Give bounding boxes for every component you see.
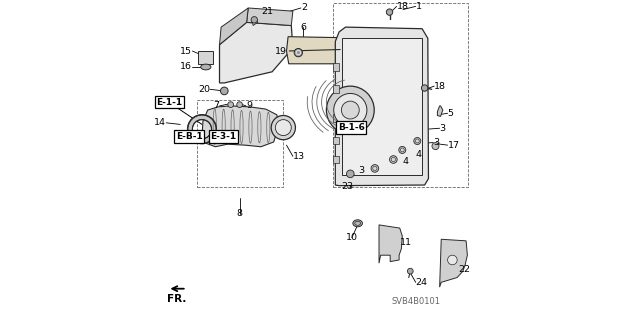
Text: E-B-1: E-B-1 — [176, 132, 203, 141]
Polygon shape — [202, 106, 278, 147]
Text: 4: 4 — [416, 150, 422, 159]
Circle shape — [346, 170, 354, 178]
Text: 4: 4 — [403, 157, 408, 166]
Circle shape — [275, 120, 291, 136]
Text: FR.: FR. — [168, 294, 187, 304]
Text: 21: 21 — [261, 7, 273, 16]
Text: 7: 7 — [214, 101, 220, 110]
Circle shape — [414, 137, 421, 145]
Polygon shape — [252, 18, 258, 26]
Polygon shape — [220, 22, 293, 83]
Circle shape — [228, 102, 234, 108]
Bar — [333, 3, 468, 187]
Circle shape — [401, 148, 404, 152]
Polygon shape — [342, 38, 422, 175]
Polygon shape — [220, 8, 248, 45]
Circle shape — [341, 101, 359, 119]
Circle shape — [399, 146, 406, 153]
Polygon shape — [198, 51, 213, 64]
Bar — [333, 156, 339, 163]
Circle shape — [422, 85, 428, 91]
Text: B-1-6: B-1-6 — [338, 123, 365, 132]
Bar — [197, 100, 283, 187]
Circle shape — [372, 166, 377, 171]
Bar — [333, 63, 339, 71]
Circle shape — [326, 86, 374, 134]
Polygon shape — [287, 37, 343, 64]
Text: 14: 14 — [154, 118, 166, 127]
Text: 18: 18 — [397, 2, 408, 11]
Circle shape — [387, 9, 393, 15]
Polygon shape — [379, 225, 403, 263]
Text: 22: 22 — [459, 265, 471, 274]
Polygon shape — [440, 239, 467, 287]
Circle shape — [408, 268, 413, 274]
Bar — [333, 85, 339, 93]
Circle shape — [333, 93, 367, 127]
Bar — [333, 137, 339, 144]
Circle shape — [390, 156, 397, 163]
Text: 8: 8 — [237, 209, 243, 218]
Text: 10: 10 — [346, 233, 358, 242]
Text: 11: 11 — [400, 238, 412, 247]
FancyArrowPatch shape — [289, 49, 340, 51]
Circle shape — [415, 139, 419, 143]
Text: E-1-1: E-1-1 — [156, 98, 182, 107]
Text: 24: 24 — [416, 278, 428, 287]
Circle shape — [237, 102, 243, 108]
Text: 3: 3 — [358, 166, 365, 175]
Text: 2: 2 — [301, 4, 307, 12]
Text: 20: 20 — [198, 85, 210, 94]
Text: 18: 18 — [434, 82, 446, 91]
Text: 16: 16 — [180, 63, 193, 71]
Text: SVB4B0101: SVB4B0101 — [391, 297, 440, 306]
Text: 5: 5 — [447, 109, 454, 118]
Text: 13: 13 — [293, 152, 305, 161]
Circle shape — [447, 255, 457, 265]
Text: 17: 17 — [447, 141, 460, 150]
Circle shape — [391, 157, 396, 162]
Circle shape — [220, 87, 228, 95]
Circle shape — [251, 17, 257, 23]
Polygon shape — [246, 8, 293, 26]
Text: 1: 1 — [416, 2, 422, 11]
Text: 23: 23 — [341, 182, 353, 191]
Bar — [333, 114, 339, 122]
Circle shape — [271, 115, 296, 140]
Circle shape — [432, 143, 439, 150]
Circle shape — [294, 48, 303, 57]
Text: 15: 15 — [180, 47, 193, 56]
Text: 6: 6 — [300, 23, 307, 32]
Polygon shape — [437, 106, 443, 116]
Ellipse shape — [201, 64, 211, 70]
Circle shape — [371, 165, 379, 172]
Text: 3: 3 — [433, 138, 440, 147]
Ellipse shape — [353, 220, 362, 227]
Polygon shape — [335, 27, 428, 186]
Text: E-3-1: E-3-1 — [211, 132, 237, 141]
Text: 9: 9 — [246, 101, 252, 110]
Text: 19: 19 — [275, 47, 287, 56]
Text: 3: 3 — [440, 124, 445, 133]
